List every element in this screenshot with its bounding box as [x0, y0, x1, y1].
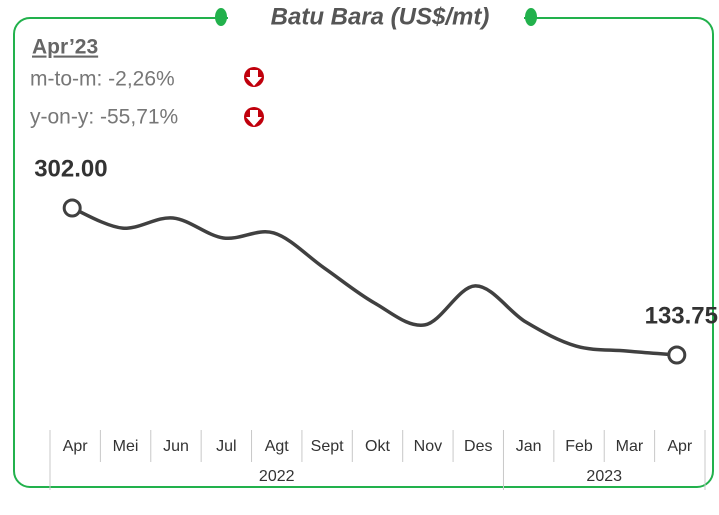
point-marker	[62, 198, 82, 218]
chart-title: Batu Bara (US$/mt)	[271, 3, 490, 30]
x-tick-label: Okt	[365, 438, 390, 455]
x-group-label: 2023	[586, 468, 622, 485]
change-text: m-to-m: -2,26%	[30, 68, 175, 91]
x-tick-label: Apr	[63, 438, 89, 455]
x-tick-label: Agt	[265, 438, 290, 455]
data-label: 302.00	[34, 155, 107, 182]
point-marker	[667, 345, 687, 365]
x-tick-label: Jul	[216, 438, 236, 455]
data-label: 133.75	[645, 302, 718, 329]
x-tick-label: Feb	[565, 438, 593, 455]
change-text: y-on-y: -55,71%	[30, 106, 178, 129]
title-dot	[525, 8, 537, 26]
title-backdrop	[228, 4, 524, 32]
down-icon	[244, 107, 264, 127]
x-tick-label: Sept	[311, 438, 344, 455]
down-icon	[244, 67, 264, 87]
line	[71, 206, 677, 357]
title-dot	[215, 8, 227, 26]
x-tick-label: Mar	[616, 438, 644, 455]
period: Apr’23	[32, 36, 98, 59]
x-tick-label: Jun	[163, 438, 189, 455]
x-tick-label: Jan	[516, 438, 542, 455]
x-tick-label: Mei	[113, 438, 139, 455]
x-tick-label: Nov	[414, 438, 442, 455]
x-tick-label: Des	[464, 438, 492, 455]
x-tick-label: Apr	[667, 438, 693, 455]
x-group-label: 2022	[259, 468, 295, 485]
